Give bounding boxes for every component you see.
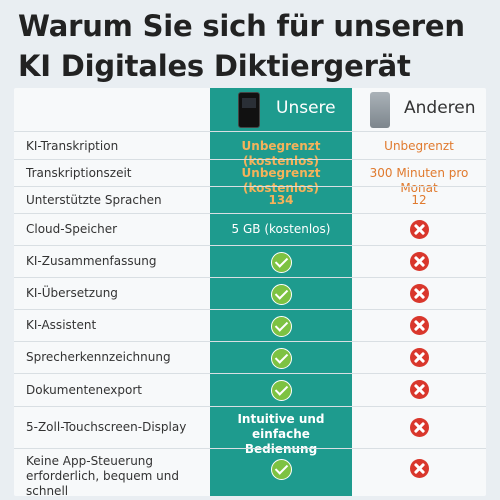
- row-label: 5-Zoll-Touchscreen-Display: [26, 420, 187, 434]
- other-value: [352, 348, 486, 371]
- ours-value: [210, 380, 352, 405]
- other-value: [352, 316, 486, 339]
- row-label: Unterstützte Sprachen: [26, 193, 162, 207]
- row-label: KI-Zusammenfassung: [26, 254, 157, 268]
- table-row: Unterstützte Sprachen 134 12: [14, 186, 486, 214]
- table-row: 5-Zoll-Touchscreen-Display Intuitive und…: [14, 406, 486, 456]
- ours-value: [210, 316, 352, 341]
- check-icon: [270, 459, 292, 480]
- other-value: [352, 220, 486, 243]
- header-other: Anderen: [352, 88, 486, 130]
- other-value: Unbegrenzt: [384, 139, 454, 153]
- cross-icon: [409, 380, 429, 399]
- cross-icon: [409, 459, 429, 478]
- other-value: [352, 380, 486, 403]
- table-row: Sprecherkennzeichnung: [14, 341, 486, 374]
- ours-value: 5 GB (kostenlos): [231, 222, 331, 236]
- table-row: KI-Übersetzung: [14, 277, 486, 310]
- check-icon: [270, 380, 292, 401]
- cross-icon: [409, 220, 429, 239]
- check-icon: [270, 348, 292, 369]
- competitor-device-icon: [370, 92, 390, 128]
- row-label: Keine App-Steuerung erforderlich, bequem…: [26, 454, 179, 498]
- cross-icon: [409, 316, 429, 335]
- row-label: Cloud-Speicher: [26, 222, 118, 236]
- header-ours-label: Unsere: [276, 98, 336, 118]
- other-value: 300 Minuten pro Monat: [369, 166, 469, 195]
- table-row: KI-Zusammenfassung: [14, 245, 486, 278]
- header-ours: Unsere: [210, 88, 352, 130]
- row-label: Dokumentenexport: [26, 383, 143, 397]
- ours-value: Unbegrenzt (kostenlos): [241, 139, 321, 168]
- ours-value: Unbegrenzt (kostenlos): [241, 166, 321, 195]
- row-label: KI-Übersetzung: [26, 286, 118, 300]
- row-label: KI-Assistent: [26, 318, 97, 332]
- other-value: 12: [411, 193, 427, 207]
- other-value: [352, 252, 486, 275]
- check-icon: [270, 316, 292, 337]
- check-icon: [270, 284, 292, 305]
- other-value: [352, 284, 486, 307]
- table-row: Cloud-Speicher 5 GB (kostenlos): [14, 213, 486, 246]
- row-label: Sprecherkennzeichnung: [26, 350, 171, 364]
- table-row: Transkriptionszeit Unbegrenzt (kostenlos…: [14, 159, 486, 195]
- ours-value: Intuitive und einfache Bedienung: [237, 412, 325, 456]
- row-label: KI-Transkription: [26, 139, 119, 153]
- cross-icon: [409, 252, 429, 271]
- table-row: KI-Assistent: [14, 309, 486, 342]
- ours-value: [210, 252, 352, 277]
- table-row: Keine App-Steuerung erforderlich, bequem…: [14, 448, 486, 498]
- device-icon: [238, 92, 260, 128]
- cross-icon: [409, 418, 429, 437]
- ours-value: [210, 284, 352, 309]
- table-row: KI-Transkription Unbegrenzt (kostenlos) …: [14, 131, 486, 168]
- cross-icon: [409, 284, 429, 303]
- table-row: Dokumentenexport: [14, 373, 486, 407]
- cross-icon: [409, 348, 429, 367]
- row-label: Transkriptionszeit: [26, 166, 132, 180]
- page-title: Warum Sie sich für unseren KI Digitales …: [18, 9, 465, 83]
- ours-value: [210, 348, 352, 373]
- other-value: [352, 418, 486, 441]
- check-icon: [270, 252, 292, 273]
- ours-value: 134: [268, 193, 294, 207]
- other-value: [352, 459, 486, 482]
- ours-value: [210, 459, 352, 484]
- header-other-label: Anderen: [404, 98, 476, 118]
